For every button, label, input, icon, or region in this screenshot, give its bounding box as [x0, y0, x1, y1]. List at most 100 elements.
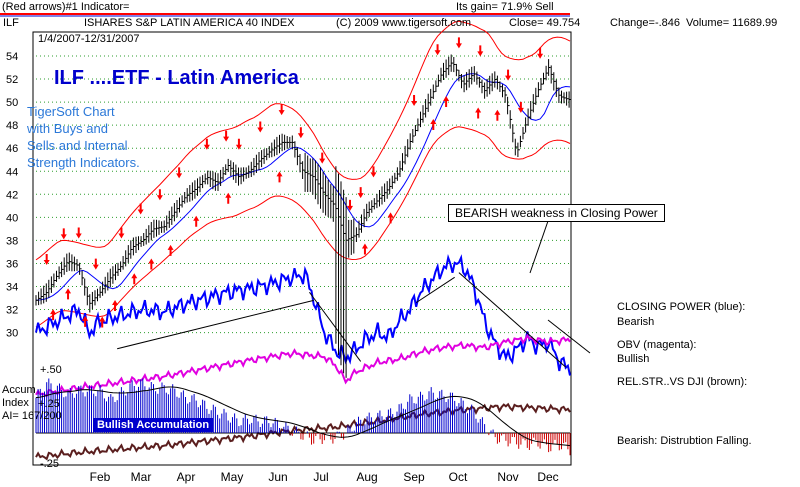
y-tick-labels: 30 32 34 36 38 40 42 44 46 48 50 52 54: [6, 51, 18, 340]
band-upper: [35, 20, 571, 261]
accum-title: Accum: [2, 384, 36, 396]
sell-arrow: [223, 130, 230, 142]
note-line-1: TigerSoft Chart: [27, 104, 115, 119]
trend-line: [415, 276, 455, 304]
sell-arrow: [297, 127, 304, 139]
y-tick-label: 42: [6, 189, 18, 201]
buy-arrow: [361, 243, 368, 255]
accum-average-line: [35, 386, 571, 447]
security-name: ISHARES S&P LATIN AMERICA 40 INDEX: [84, 17, 295, 29]
sell-arrow: [257, 121, 264, 133]
obv-value: Bullish: [617, 353, 650, 365]
sell-arrow: [137, 203, 144, 215]
accum-upper-tick: +.50: [40, 364, 62, 376]
buy-arrow: [65, 288, 72, 300]
sell-arrow: [235, 138, 242, 150]
rel-str-title: REL.STR..VS DJI (brown):: [617, 376, 748, 388]
change-value: Change=-.846: [610, 17, 681, 29]
buy-arrow: [225, 192, 232, 204]
moving-average: [35, 73, 571, 301]
x-tick-label: Jul: [313, 470, 328, 484]
buy-arrow: [193, 215, 200, 227]
sell-arrow: [176, 167, 183, 179]
sell-arrow: [537, 47, 544, 59]
sell-arrow: [370, 166, 377, 178]
volume-value: Volume= 11689.99: [686, 17, 778, 29]
accum-ai-value: AI= 167/200: [2, 410, 62, 422]
y-tick-label: 30: [6, 328, 18, 340]
trend-line: [117, 299, 314, 350]
cp-title: CLOSING POWER (blue):: [617, 301, 746, 313]
y-tick-label: 36: [6, 258, 18, 270]
x-tick-label: Jun: [268, 470, 287, 484]
y-tick-label: 50: [6, 97, 18, 109]
y-tick-label: 54: [6, 51, 18, 63]
y-tick-label: 46: [6, 143, 18, 155]
x-tick-label: Apr: [177, 470, 196, 484]
closing-power-line: [35, 253, 571, 376]
buy-arrow: [99, 316, 106, 328]
accum-mid-tick: +.25: [38, 398, 60, 410]
sell-arrow: [92, 258, 99, 270]
x-tick-label: Oct: [449, 470, 468, 484]
y-tick-label: 48: [6, 120, 18, 132]
accum-lower-tick: -.25: [40, 458, 59, 470]
y-tick-label: 40: [6, 212, 18, 224]
buy-arrow: [82, 315, 89, 327]
buy-arrow: [131, 273, 138, 285]
sell-arrow: [203, 138, 210, 150]
bearish-annotation-box: BEARISH weakness in Closing Power: [448, 204, 665, 222]
sell-arrow: [434, 44, 441, 56]
cp-breakdown-line: [547, 319, 591, 354]
obv-line: [35, 333, 571, 398]
buy-arrow: [475, 107, 482, 119]
x-tick-label: Nov: [497, 470, 518, 484]
annotation-pointer: [529, 220, 549, 274]
sell-arrow: [75, 227, 82, 239]
price-gridlines: [36, 55, 570, 334]
buy-arrow: [387, 212, 394, 224]
trend-line: [458, 272, 567, 368]
y-tick-label: 32: [6, 305, 18, 317]
trend-lines: [117, 220, 591, 368]
band-lower: [35, 126, 571, 328]
sell-arrow: [477, 45, 484, 57]
copyright: (C) 2009 www.tigersoft.com: [336, 17, 472, 29]
note-line-4: Strength Indicators.: [27, 155, 140, 170]
sell-arrow: [43, 253, 50, 265]
note-line-3: Sells and Internal: [27, 138, 128, 153]
x-tick-label: May: [221, 470, 244, 484]
close-value: Close= 49.754: [509, 17, 581, 29]
accum-note: Bearish: Distrubtion Falling.: [617, 435, 752, 447]
price-bands: [35, 20, 571, 328]
indicator-label: (Red arrows)#1 Indicator=: [2, 1, 130, 13]
sell-arrow: [60, 228, 67, 240]
buy-arrow: [430, 118, 437, 130]
x-tick-label: Sep: [403, 470, 425, 484]
buy-arrow: [443, 95, 450, 107]
y-tick-label: 34: [6, 282, 18, 294]
buy-arrow: [112, 299, 119, 311]
sell-arrow: [319, 152, 326, 164]
buy-arrow: [167, 244, 174, 256]
symbol-label: ILF: [3, 17, 19, 29]
bullish-accumulation-label: Bullish Accumulation: [93, 418, 214, 432]
x-tick-label: Feb: [90, 470, 111, 484]
sell-arrow: [156, 189, 163, 201]
sell-arrow: [118, 227, 125, 239]
x-tick-labels: Feb Mar Apr May Jun Jul Aug Sep Oct Nov Dec: [90, 470, 559, 484]
chart-title: ILF ....ETF - Latin America: [54, 67, 299, 89]
signal-arrows: [43, 37, 544, 328]
plot-frame: [32, 31, 572, 466]
buy-arrow: [148, 258, 155, 270]
x-tick-label: Dec: [537, 470, 558, 484]
sell-arrow: [505, 69, 512, 81]
sell-arrow: [455, 37, 462, 49]
gain-label: Its gain= 71.9% Sell: [456, 1, 554, 13]
y-tick-label: 52: [6, 74, 18, 86]
sell-arrow: [346, 199, 353, 211]
y-tick-label: 44: [6, 166, 18, 178]
obv-title: OBV (magenta):: [617, 339, 697, 351]
x-tick-label: Aug: [356, 470, 377, 484]
